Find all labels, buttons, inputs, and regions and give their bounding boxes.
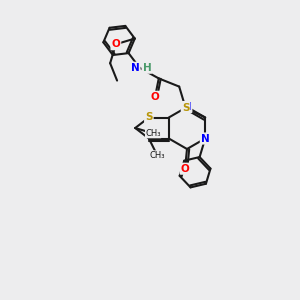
Text: H: H: [142, 63, 151, 73]
Text: S: S: [182, 103, 189, 113]
Text: N: N: [201, 134, 210, 143]
Text: CH₃: CH₃: [149, 151, 165, 160]
Text: N: N: [183, 102, 191, 112]
Text: O: O: [112, 39, 120, 49]
Text: N: N: [131, 63, 140, 73]
Text: O: O: [151, 92, 160, 102]
Text: CH₃: CH₃: [146, 129, 161, 138]
Text: O: O: [181, 164, 189, 174]
Text: S: S: [145, 112, 153, 122]
